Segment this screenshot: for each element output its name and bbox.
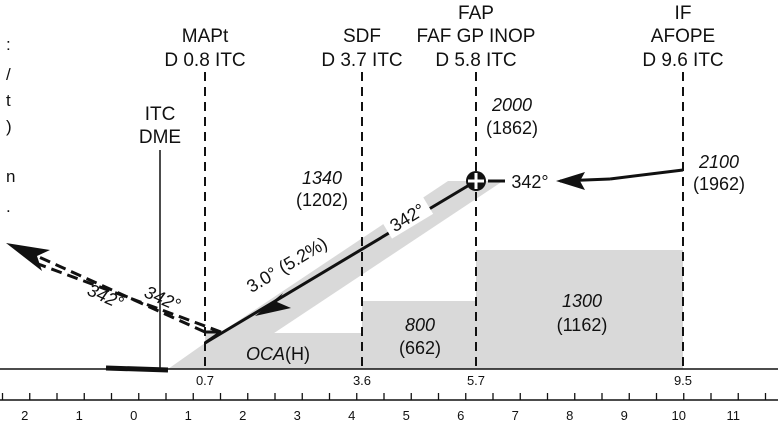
runway-bar: [105, 365, 169, 373]
scale-label: 0: [130, 408, 137, 423]
missed-dashed-upper: [29, 251, 206, 334]
if-segment-shade: [476, 250, 683, 369]
intermediate-arrow-icon: [556, 172, 585, 190]
fap-symbol-icon: [466, 171, 486, 191]
oca-label: OCA(H): [246, 344, 310, 364]
sdf-height: (1202): [296, 190, 348, 210]
margin-glyph-6: .: [6, 197, 11, 216]
scale-label: 9: [621, 408, 628, 423]
scale-label: 10: [672, 408, 686, 423]
scale-label: 2: [239, 408, 246, 423]
itc-label: ITC: [145, 104, 176, 125]
if-label: IF: [675, 3, 692, 24]
faf-gp-inop-label: FAF GP INOP: [417, 26, 536, 47]
sdf-distance: D 3.7 ITC: [321, 50, 402, 71]
if-segment-altitude: 1300: [562, 291, 602, 311]
margin-glyph-2: /: [6, 65, 11, 84]
scale-label: 8: [566, 408, 573, 423]
scale-label: 4: [348, 408, 355, 423]
scale-label: 1: [185, 408, 192, 423]
intermediate-track-label: 342°: [511, 172, 548, 192]
if-segment-height: (1162): [557, 315, 608, 335]
fap-label: FAP: [458, 3, 494, 24]
distance-mark-if: 9.5: [674, 373, 692, 388]
margin-glyph-4: ): [6, 117, 12, 136]
margin-glyph-5: n: [6, 167, 15, 186]
scale-label: 11: [727, 408, 741, 423]
sdf-segment-shade: [362, 301, 476, 369]
if-altitude: 2100: [698, 152, 739, 172]
distance-mark-fap: 5.7: [467, 373, 485, 388]
final-track-label-bg: [381, 196, 434, 239]
missed-track-label-1: 342°: [84, 280, 126, 313]
sdf-altitude: 1340: [302, 168, 342, 188]
scale-label: 6: [457, 408, 464, 423]
scale-label: 1: [76, 408, 83, 423]
intermediate-track-label-bg: [506, 171, 554, 191]
distance-mark-mapt: 0.7: [196, 373, 214, 388]
sdf-segment-height: (662): [399, 338, 441, 358]
sdf-segment-altitude: 800: [405, 315, 435, 335]
sdf-label: SDF: [343, 26, 381, 47]
distance-scale: 32101234567891011: [0, 393, 778, 423]
if-distance: D 9.6 ITC: [642, 50, 723, 71]
fap-altitude: 2000: [491, 95, 532, 115]
scale-label: 3: [294, 408, 301, 423]
mapt-distance: D 0.8 ITC: [164, 50, 245, 71]
margin-glyph-3: t: [6, 91, 11, 110]
scale-label: 2: [21, 408, 28, 423]
afope-label: AFOPE: [651, 26, 715, 47]
intermediate-track: [609, 168, 684, 181]
margin-glyph-1: :: [6, 35, 11, 54]
missed-arrow-icon: [6, 243, 50, 271]
glide-path-corridor: [168, 181, 503, 369]
scale-label: 7: [512, 408, 519, 423]
distance-mark-sdf: 3.6: [353, 373, 371, 388]
fap-height: (1862): [486, 118, 538, 138]
if-height: (1962): [693, 174, 745, 194]
missed-solid: [204, 330, 222, 345]
final-arrow-icon: [255, 293, 291, 316]
fap-distance: D 5.8 ITC: [435, 50, 516, 71]
final-approach-track: [204, 179, 477, 345]
missed-track-label-2: 342°: [141, 282, 183, 315]
mapt-label: MAPt: [182, 26, 229, 47]
dme-label: DME: [139, 127, 181, 148]
scale-label: 5: [403, 408, 410, 423]
